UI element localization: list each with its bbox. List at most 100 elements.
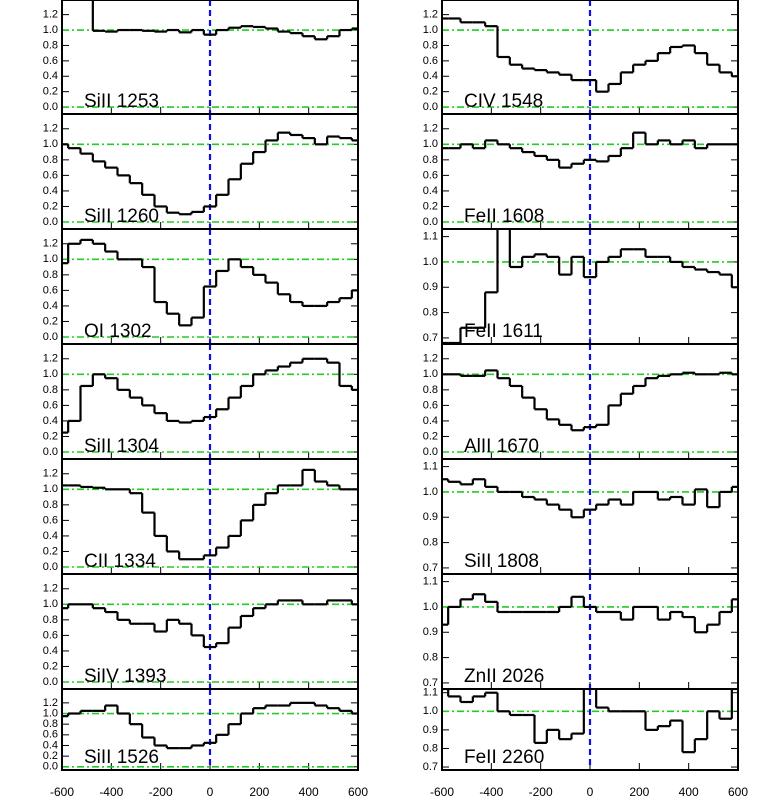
y-tick-label: 1.0 xyxy=(423,705,438,717)
y-tick-label: 1.2 xyxy=(43,123,58,135)
y-tick-label: 1.0 xyxy=(43,253,58,265)
y-tick-label: 0.0 xyxy=(43,101,58,113)
y-tick-label: 0.8 xyxy=(43,614,58,626)
spectrum xyxy=(62,468,358,561)
y-tick-label: 1.0 xyxy=(43,368,58,380)
y-tick-label: 0.8 xyxy=(43,154,58,166)
y-tick-label: 0.2 xyxy=(43,200,58,212)
y-tick-label: 0.4 xyxy=(423,415,438,427)
line-label: ZnII 2026 xyxy=(464,666,544,687)
line-label: FeII 2260 xyxy=(464,747,544,768)
spectrum xyxy=(442,689,738,754)
y-tick-label: 0.6 xyxy=(43,284,58,296)
y-tick-label: 0.9 xyxy=(423,281,438,293)
spectrum xyxy=(62,131,358,216)
y-tick-label: 0.8 xyxy=(43,269,58,281)
line-label: SiII 1808 xyxy=(464,551,539,572)
y-tick-label: 0.6 xyxy=(43,729,58,741)
line-label: SiII 1260 xyxy=(84,206,159,227)
y-tick-label: 0.0 xyxy=(43,676,58,688)
x-tick-label: 600 xyxy=(348,785,368,799)
x-tick-label: -400 xyxy=(479,785,503,799)
y-tick-label: 1.1 xyxy=(423,231,438,243)
x-tick-label: 0 xyxy=(207,785,214,799)
y-tick-label: 0.0 xyxy=(43,216,58,228)
x-tick-label: -600 xyxy=(430,785,454,799)
y-tick-label: 0.8 xyxy=(423,651,438,663)
y-tick-label: 0.8 xyxy=(43,384,58,396)
panel: 0.0 0.2 0.4 0.6 0.8 1.0 1.2 SiII 1253 xyxy=(43,0,359,115)
spectrum xyxy=(442,593,738,634)
y-tick-label: 0.6 xyxy=(43,399,58,411)
x-tick-label: -400 xyxy=(99,785,123,799)
line-label: FeII 1608 xyxy=(464,206,544,227)
y-tick-label: 0.6 xyxy=(423,399,438,411)
y-tick-label: 0.8 xyxy=(423,39,438,51)
y-tick-label: 1.0 xyxy=(43,24,58,36)
y-tick-label: 0.0 xyxy=(43,331,58,343)
y-tick-label: 1.2 xyxy=(43,353,58,365)
y-tick-label: 0.0 xyxy=(43,446,58,458)
y-tick-label: 1.1 xyxy=(423,576,438,588)
y-tick-label: 1.0 xyxy=(43,598,58,610)
panel: 0.0 0.2 0.4 0.6 0.8 1.0 1.2 SiII 1260 xyxy=(43,113,359,230)
y-tick-label: 1.0 xyxy=(43,707,58,719)
y-tick-label: 0.4 xyxy=(43,185,58,197)
line-label: FeII 1611 xyxy=(464,321,543,342)
y-tick-label: 1.0 xyxy=(423,24,438,36)
panel-frame xyxy=(441,688,739,771)
y-tick-label: 0.8 xyxy=(423,384,438,396)
x-tick-label: -200 xyxy=(149,785,173,799)
y-tick-label: 1.0 xyxy=(423,138,438,150)
spectrum xyxy=(62,599,358,649)
y-tick-label: 1.0 xyxy=(423,368,438,380)
y-tick-label: 0.4 xyxy=(43,645,58,657)
panel-frame xyxy=(61,688,359,771)
panel: 0.7 0.8 0.9 1.0 1.1 -600 -400 -200 0 200 400 600 FeI… xyxy=(423,687,749,800)
y-tick-label: 0.0 xyxy=(43,561,58,573)
y-tick-label: 0.9 xyxy=(423,626,438,638)
y-tick-label: 0.6 xyxy=(423,55,438,67)
y-tick-label: 0.9 xyxy=(423,724,438,736)
panel: 0.7 0.8 0.9 1.0 1.1 FeII 1611 xyxy=(423,228,739,345)
x-tick-label: 400 xyxy=(679,785,699,799)
panel: 0.0 0.2 0.4 0.6 0.8 1.0 1.2 SiIV 1393 xyxy=(43,573,359,690)
y-tick-label: 1.2 xyxy=(43,697,58,709)
y-tick-label: 0.6 xyxy=(43,629,58,641)
y-tick-label: 0.4 xyxy=(423,185,438,197)
y-tick-label: 0.8 xyxy=(423,742,438,754)
spectrum xyxy=(62,701,358,750)
panel: 0.7 0.8 0.9 1.0 1.1 SiII 1808 xyxy=(423,458,739,575)
y-tick-label: 0.0 xyxy=(423,216,438,228)
x-tick-label: 200 xyxy=(249,785,269,799)
y-tick-label: 0.2 xyxy=(423,430,438,442)
y-tick-label: 1.1 xyxy=(423,687,438,699)
y-tick-label: 0.6 xyxy=(43,514,58,526)
y-tick-label: 1.1 xyxy=(423,461,438,473)
y-tick-label: 1.0 xyxy=(423,486,438,498)
y-tick-label: 0.4 xyxy=(43,530,58,542)
y-tick-label: 0.9 xyxy=(423,511,438,523)
line-label: SiII 1526 xyxy=(84,747,159,768)
spectrum xyxy=(62,238,358,327)
y-tick-label: 0.7 xyxy=(423,677,438,689)
y-tick-label: 1.2 xyxy=(43,583,58,595)
spectrum xyxy=(442,131,738,169)
y-tick-label: 0.4 xyxy=(43,300,58,312)
y-tick-label: 0.8 xyxy=(43,39,58,51)
y-tick-label: 1.2 xyxy=(423,353,438,365)
x-tick-label: 200 xyxy=(629,785,649,799)
x-tick-label: -200 xyxy=(529,785,553,799)
line-label: CII 1334 xyxy=(84,551,156,572)
y-tick-label: 0.0 xyxy=(423,101,438,113)
line-label: CIV 1548 xyxy=(464,91,543,112)
y-tick-label: 1.2 xyxy=(423,123,438,135)
x-tick-label: 600 xyxy=(728,785,748,799)
y-tick-label: 0.8 xyxy=(43,499,58,511)
x-tick-label: 400 xyxy=(299,785,319,799)
spectrum xyxy=(442,17,738,93)
y-tick-label: 1.0 xyxy=(423,601,438,613)
y-tick-label: 0.2 xyxy=(43,750,58,762)
panel: 0.0 0.2 0.4 0.6 0.8 1.0 1.2 CIV 1548 xyxy=(423,0,739,115)
